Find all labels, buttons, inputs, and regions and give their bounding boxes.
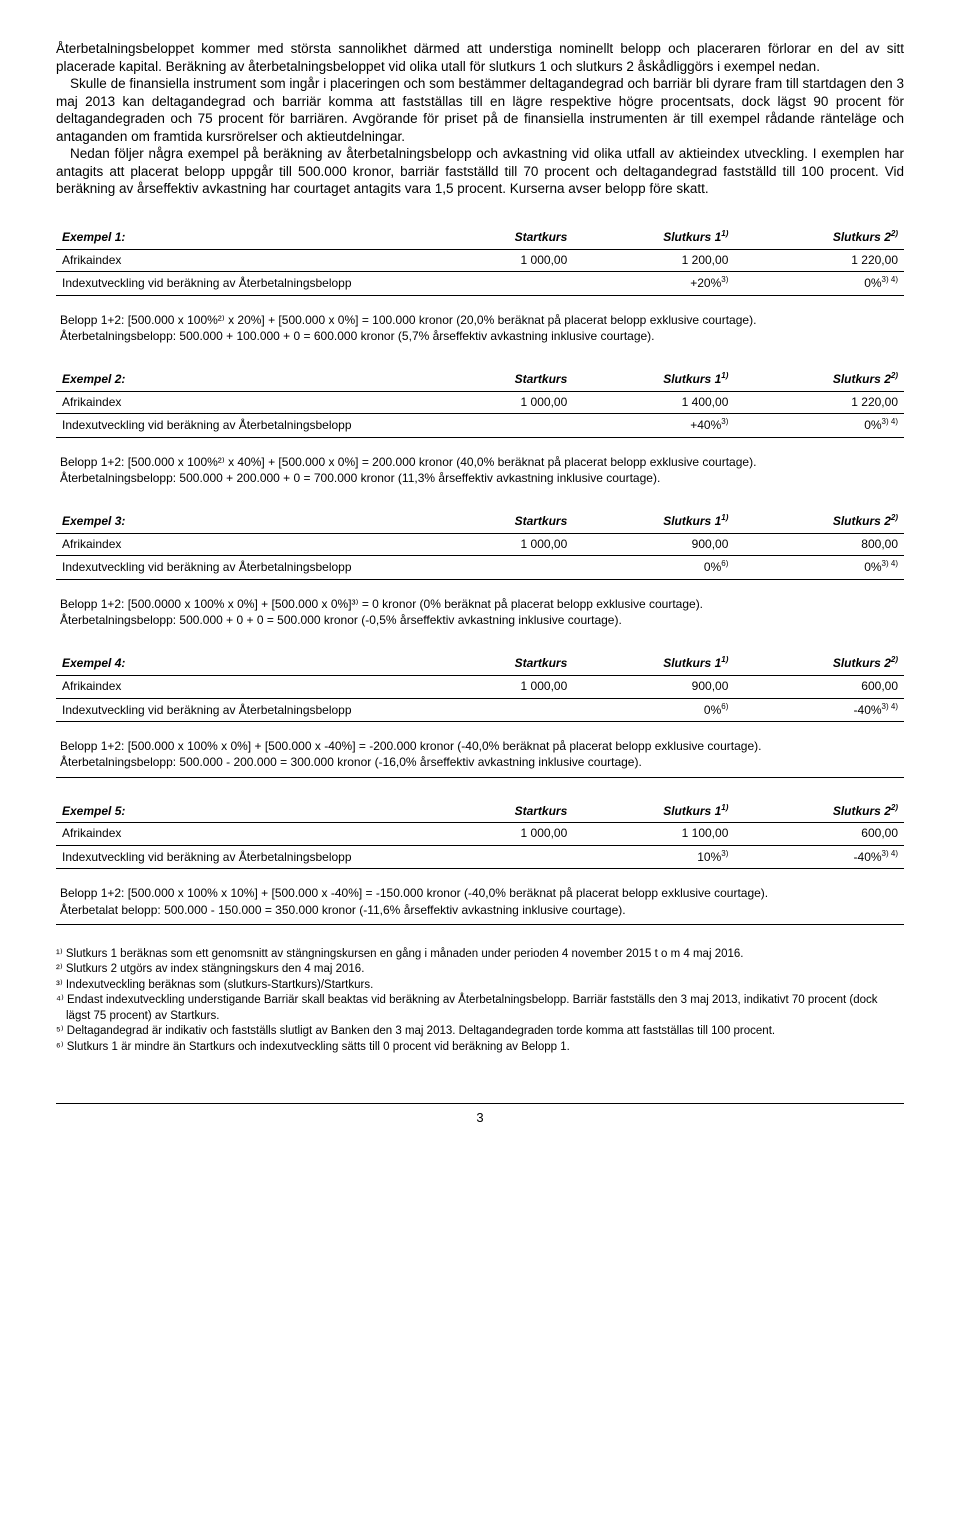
col-slutkurs2: Slutkurs 22) xyxy=(734,368,904,391)
row-indexdev-label: Indexutveckling vid beräkning av Återbet… xyxy=(56,272,412,296)
example-block: Exempel 4:StartkursSlutkurs 11)Slutkurs … xyxy=(56,652,904,777)
col-startkurs: Startkurs xyxy=(412,800,573,823)
example-title: Exempel 4: xyxy=(56,652,412,675)
row-label: Afrikaindex xyxy=(56,675,412,698)
row-label: Afrikaindex xyxy=(56,249,412,272)
cell-slut2: 600,00 xyxy=(734,823,904,846)
example-calc: Belopp 1+2: [500.000 x 100%²⁾ x 40%] + [… xyxy=(56,448,904,488)
cell-start: 1 000,00 xyxy=(412,391,573,414)
calc-line-2: Återbetalningsbelopp: 500.000 + 200.000 … xyxy=(60,470,900,486)
intro-text: Återbetalningsbeloppet kommer med störst… xyxy=(56,40,904,198)
calc-line-1: Belopp 1+2: [500.000 x 100% x 0%] + [500… xyxy=(60,738,900,754)
example-table: Exempel 1:StartkursSlutkurs 11)Slutkurs … xyxy=(56,226,904,296)
example-title: Exempel 2: xyxy=(56,368,412,391)
example-table: Exempel 4:StartkursSlutkurs 11)Slutkurs … xyxy=(56,652,904,722)
cell-dev1: 10%3) xyxy=(573,845,734,869)
col-slutkurs1: Slutkurs 11) xyxy=(573,368,734,391)
cell-slut2: 600,00 xyxy=(734,675,904,698)
col-slutkurs2: Slutkurs 22) xyxy=(734,510,904,533)
example-block: Exempel 5:StartkursSlutkurs 11)Slutkurs … xyxy=(56,800,904,925)
example-block: Exempel 2:StartkursSlutkurs 11)Slutkurs … xyxy=(56,368,904,488)
calc-line-1: Belopp 1+2: [500.0000 x 100% x 0%] + [50… xyxy=(60,596,900,612)
cell-dev1: 0%6) xyxy=(573,698,734,722)
cell-blank xyxy=(412,272,573,296)
col-slutkurs1: Slutkurs 11) xyxy=(573,226,734,249)
calc-line-2: Återbetalningsbelopp: 500.000 - 200.000 … xyxy=(60,754,900,770)
footnotes: ¹⁾ Slutkurs 1 beräknas som ett genomsnit… xyxy=(56,947,904,1056)
cell-blank xyxy=(412,556,573,580)
cell-start: 1 000,00 xyxy=(412,675,573,698)
cell-slut1: 900,00 xyxy=(573,533,734,556)
cell-dev1: +40%3) xyxy=(573,414,734,438)
cell-start: 1 000,00 xyxy=(412,533,573,556)
example-calc: Belopp 1+2: [500.0000 x 100% x 0%] + [50… xyxy=(56,590,904,630)
col-startkurs: Startkurs xyxy=(412,226,573,249)
row-label: Afrikaindex xyxy=(56,533,412,556)
footnote: ⁶⁾ Slutkurs 1 är mindre än Startkurs och… xyxy=(56,1040,904,1056)
cell-slut1: 1 200,00 xyxy=(573,249,734,272)
calc-line-2: Återbetalningsbelopp: 500.000 + 100.000 … xyxy=(60,328,900,344)
example-calc: Belopp 1+2: [500.000 x 100% x 0%] + [500… xyxy=(56,732,904,777)
cell-slut1: 1 100,00 xyxy=(573,823,734,846)
example-calc: Belopp 1+2: [500.000 x 100% x 10%] + [50… xyxy=(56,879,904,924)
calc-line-2: Återbetalningsbelopp: 500.000 + 0 + 0 = … xyxy=(60,612,900,628)
footnote: ¹⁾ Slutkurs 1 beräknas som ett genomsnit… xyxy=(56,947,904,963)
example-calc: Belopp 1+2: [500.000 x 100%²⁾ x 20%] + [… xyxy=(56,306,904,346)
footnote: ⁴⁾ Endast indexutveckling understigande … xyxy=(56,993,904,1024)
cell-slut2: 1 220,00 xyxy=(734,249,904,272)
col-slutkurs2: Slutkurs 22) xyxy=(734,800,904,823)
cell-dev2: 0%3) 4) xyxy=(734,414,904,438)
cell-slut1: 1 400,00 xyxy=(573,391,734,414)
cell-start: 1 000,00 xyxy=(412,823,573,846)
example-block: Exempel 1:StartkursSlutkurs 11)Slutkurs … xyxy=(56,226,904,346)
col-slutkurs1: Slutkurs 11) xyxy=(573,510,734,533)
cell-dev1: +20%3) xyxy=(573,272,734,296)
calc-line-2: Återbetalat belopp: 500.000 - 150.000 = … xyxy=(60,902,900,918)
footnote: ³⁾ Indexutveckling beräknas som (slutkur… xyxy=(56,978,904,994)
calc-line-1: Belopp 1+2: [500.000 x 100%²⁾ x 20%] + [… xyxy=(60,312,900,328)
col-slutkurs1: Slutkurs 11) xyxy=(573,800,734,823)
calc-line-1: Belopp 1+2: [500.000 x 100% x 10%] + [50… xyxy=(60,885,900,901)
cell-dev2: -40%3) 4) xyxy=(734,698,904,722)
row-indexdev-label: Indexutveckling vid beräkning av Återbet… xyxy=(56,845,412,869)
row-label: Afrikaindex xyxy=(56,823,412,846)
example-title: Exempel 5: xyxy=(56,800,412,823)
row-label: Afrikaindex xyxy=(56,391,412,414)
row-indexdev-label: Indexutveckling vid beräkning av Återbet… xyxy=(56,414,412,438)
footnote: ²⁾ Slutkurs 2 utgörs av index stängnings… xyxy=(56,962,904,978)
col-startkurs: Startkurs xyxy=(412,652,573,675)
col-slutkurs2: Slutkurs 22) xyxy=(734,226,904,249)
row-indexdev-label: Indexutveckling vid beräkning av Återbet… xyxy=(56,556,412,580)
page-number: 3 xyxy=(476,1110,483,1125)
intro-p2: Skulle de finansiella instrument som ing… xyxy=(56,75,904,145)
example-title: Exempel 3: xyxy=(56,510,412,533)
cell-blank xyxy=(412,414,573,438)
cell-start: 1 000,00 xyxy=(412,249,573,272)
calc-line-1: Belopp 1+2: [500.000 x 100%²⁾ x 40%] + [… xyxy=(60,454,900,470)
cell-slut2: 1 220,00 xyxy=(734,391,904,414)
page-footer: 3 xyxy=(56,1103,904,1127)
footnote: ⁵⁾ Deltagandegrad är indikativ och fasts… xyxy=(56,1024,904,1040)
example-table: Exempel 5:StartkursSlutkurs 11)Slutkurs … xyxy=(56,800,904,870)
col-slutkurs1: Slutkurs 11) xyxy=(573,652,734,675)
cell-dev1: 0%6) xyxy=(573,556,734,580)
cell-dev2: -40%3) 4) xyxy=(734,845,904,869)
cell-slut1: 900,00 xyxy=(573,675,734,698)
example-table: Exempel 2:StartkursSlutkurs 11)Slutkurs … xyxy=(56,368,904,438)
cell-dev2: 0%3) 4) xyxy=(734,272,904,296)
cell-blank xyxy=(412,698,573,722)
col-slutkurs2: Slutkurs 22) xyxy=(734,652,904,675)
row-indexdev-label: Indexutveckling vid beräkning av Återbet… xyxy=(56,698,412,722)
example-block: Exempel 3:StartkursSlutkurs 11)Slutkurs … xyxy=(56,510,904,630)
col-startkurs: Startkurs xyxy=(412,510,573,533)
example-table: Exempel 3:StartkursSlutkurs 11)Slutkurs … xyxy=(56,510,904,580)
intro-p3: Nedan följer några exempel på beräkning … xyxy=(56,145,904,198)
cell-dev2: 0%3) 4) xyxy=(734,556,904,580)
col-startkurs: Startkurs xyxy=(412,368,573,391)
example-title: Exempel 1: xyxy=(56,226,412,249)
intro-p1: Återbetalningsbeloppet kommer med störst… xyxy=(56,40,904,75)
cell-slut2: 800,00 xyxy=(734,533,904,556)
cell-blank xyxy=(412,845,573,869)
